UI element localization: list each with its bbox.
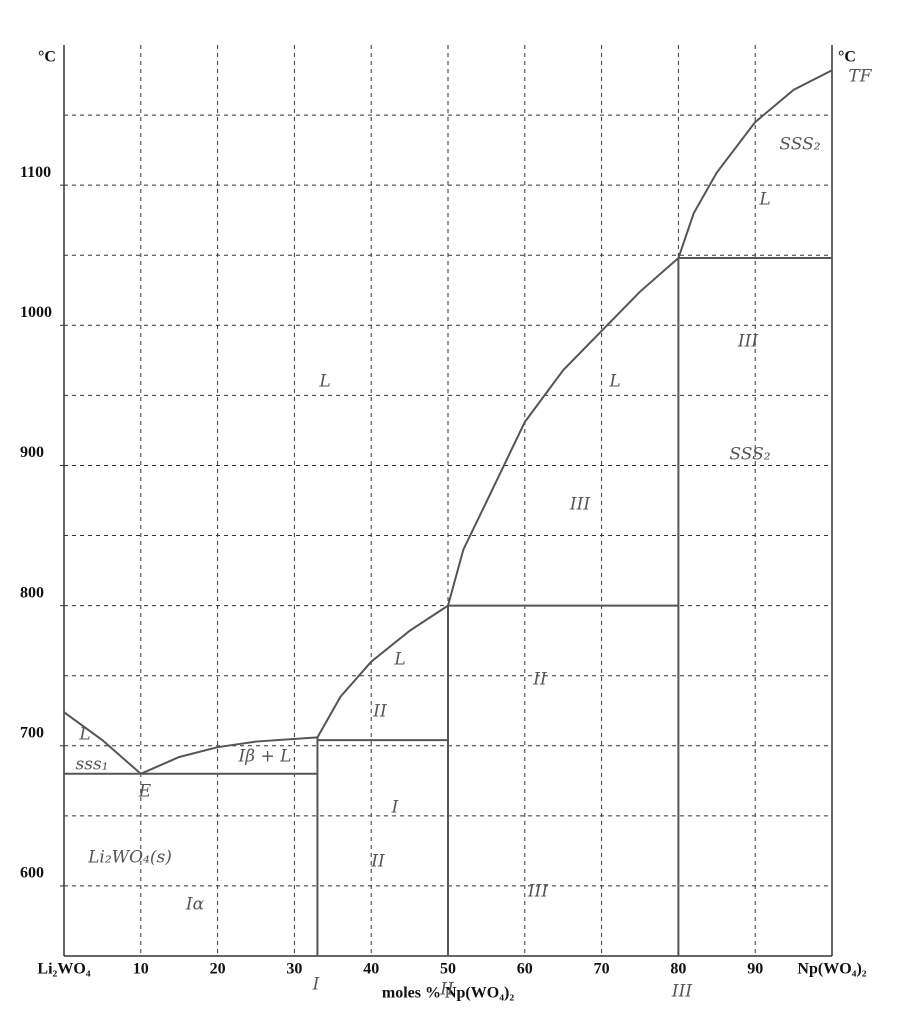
phase-boundary [140,736,318,775]
phase-label: L [78,725,90,745]
phase-label: L [318,372,330,392]
phase-label: III [527,882,548,902]
x-axis-label: moles % Np(WO₄)₂ [382,985,514,1002]
phase-boundary [316,604,449,738]
y-tick-label: 800 [20,584,44,601]
phase-label: Iβ + L [238,747,292,767]
phase-label: E [138,782,152,802]
phase-label: III [671,982,692,1002]
phase-label: II [532,670,547,690]
x-tick-label: 30 [286,961,302,978]
phase-boundary [63,711,142,775]
phase-label: sss₁ [76,755,109,775]
phase-boundary [447,257,680,606]
x-tick-label: 40 [363,961,379,978]
y-tick-label: 600 [20,865,44,882]
x-tick-label: 20 [210,961,226,978]
x-tick-label: 10 [133,961,149,978]
phase-label: III [569,495,590,515]
phase-boundary [677,69,833,259]
x-tick-label: 50 [440,961,456,978]
y-unit-left: °C [38,49,56,66]
y-tick-label: 1000 [20,304,52,321]
phase-label: I [391,798,399,818]
y-unit-right: °C [838,49,856,66]
y-tick-label: 1100 [20,164,51,181]
x-tick-label: 80 [670,961,686,978]
x-tick-label: 70 [594,961,610,978]
phase-label: II [439,980,454,1000]
y-tick-label: 900 [20,444,44,461]
y-tick-label: 700 [20,724,44,741]
phase-label: II [372,702,387,722]
phase-label: L [608,372,620,392]
phase-label: II [370,852,385,872]
phase-label: TF [848,67,872,87]
phase-label: I [312,975,320,995]
phase-label: SSS₂ [779,135,820,155]
phase-label: III [737,332,758,352]
x-tick-label: 60 [517,961,533,978]
phase-label: SSS₂ [729,445,770,465]
x-tick-label: Li₂WO₄ [37,961,90,978]
x-tick-label: Np(WO₄)₂ [797,961,866,978]
phase-label: Li₂WO₄(s) [87,848,172,868]
x-tick-label: 90 [747,961,763,978]
phase-label: L [393,650,405,670]
phase-label: L [758,190,770,210]
phase-label: Iα [185,895,205,915]
